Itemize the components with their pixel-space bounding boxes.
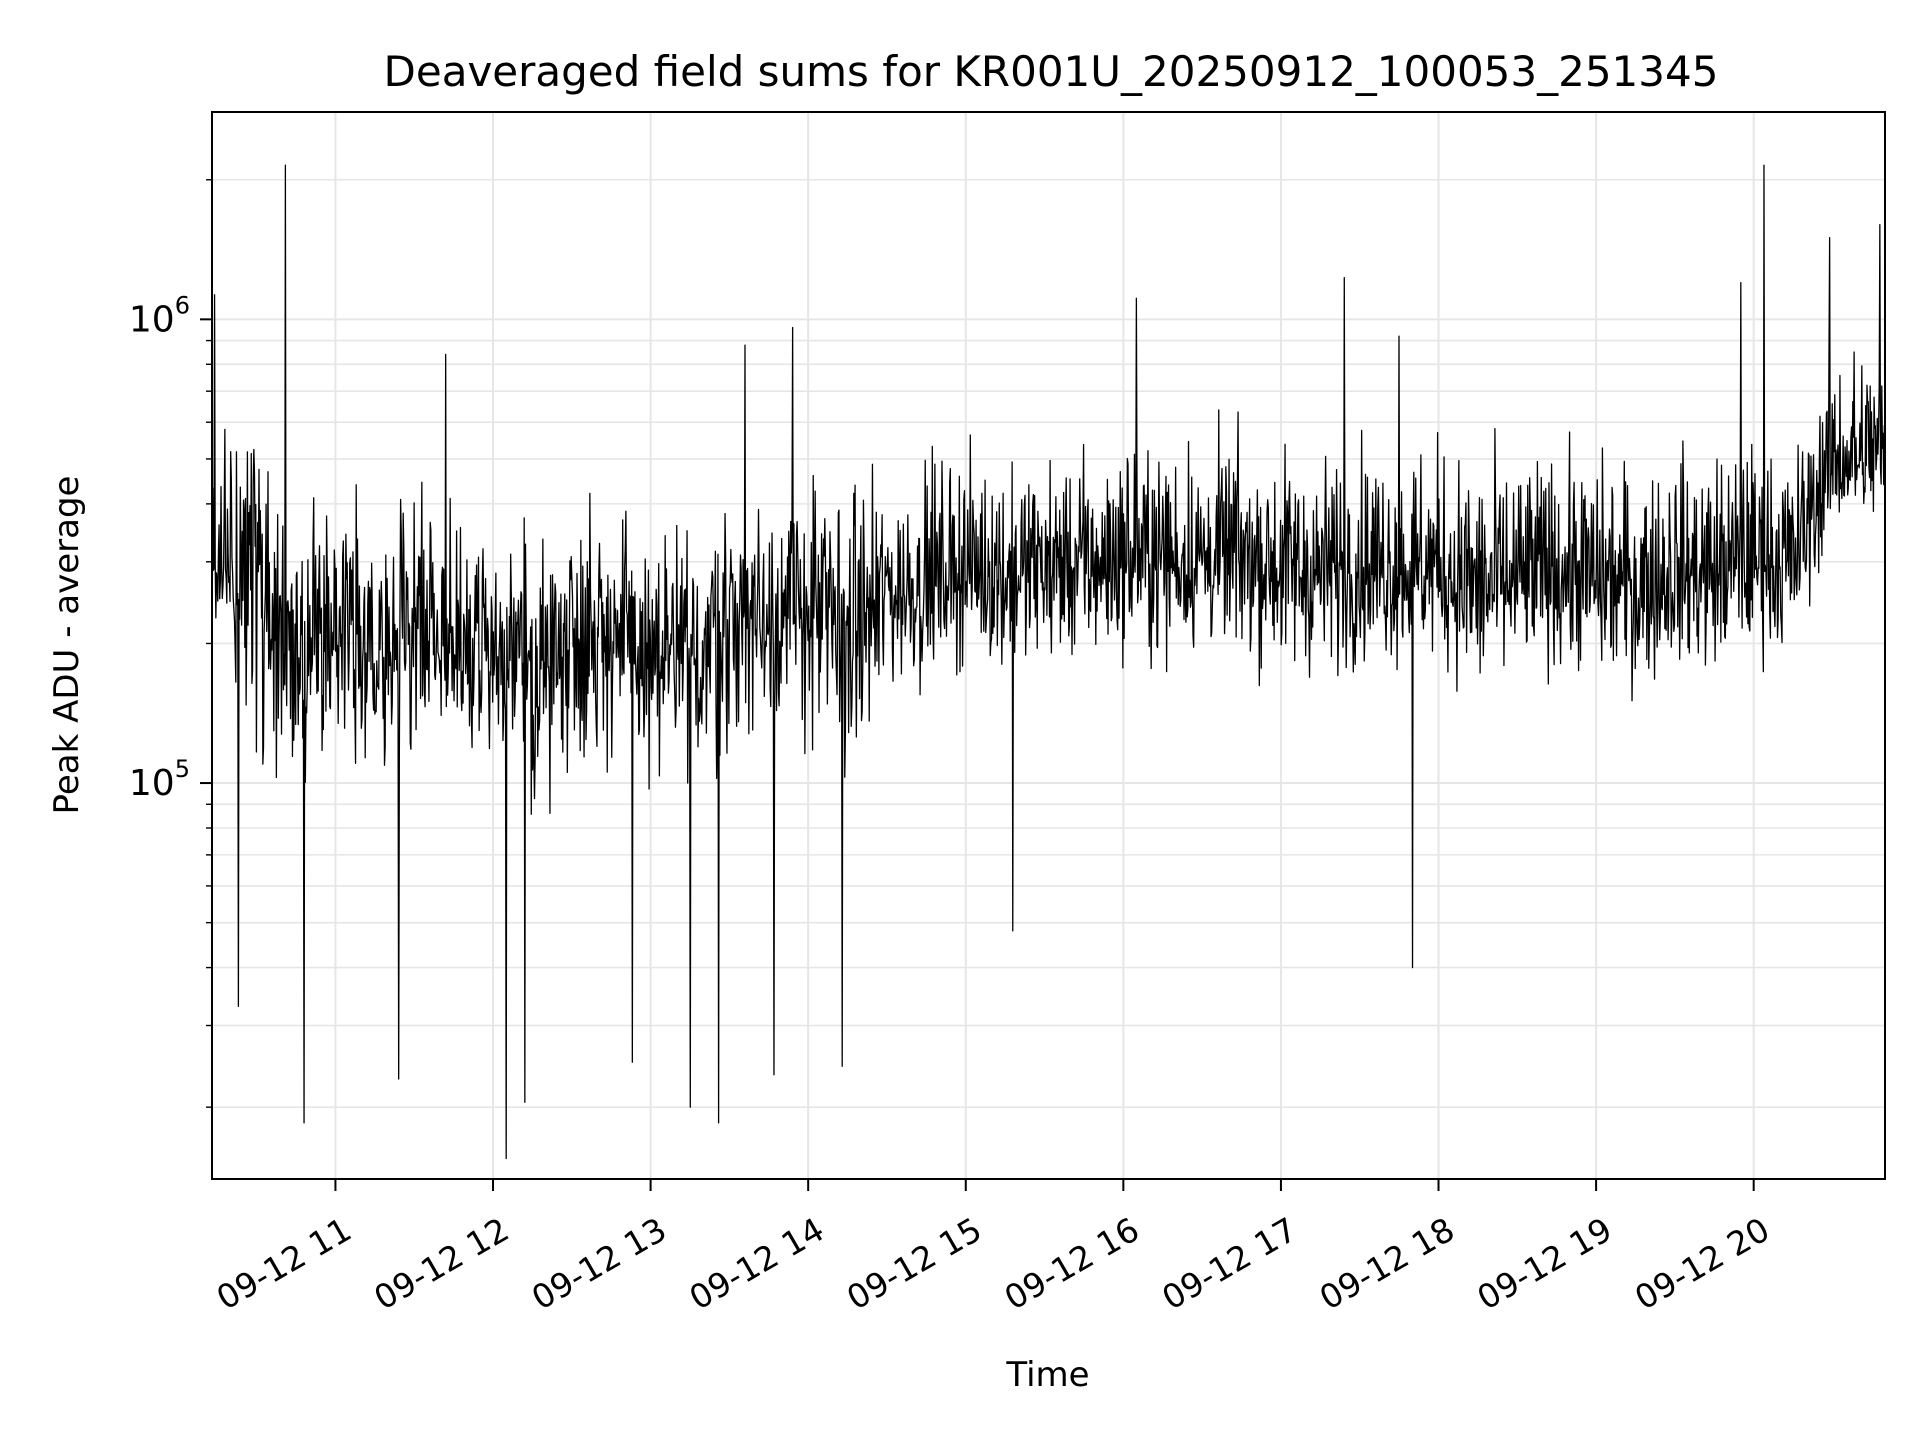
y-tick-base: 10 xyxy=(129,299,175,340)
series-line xyxy=(211,164,1886,1160)
y-axis-label: Peak ADU - average xyxy=(47,476,87,815)
y-tick-base: 10 xyxy=(129,763,175,804)
y-tick-exponent: 5 xyxy=(175,755,190,783)
y-tick-label: 105 xyxy=(129,755,190,804)
chart-title: Deaveraged field sums for KR001U_2025091… xyxy=(384,47,1719,96)
y-tick-label: 106 xyxy=(129,291,190,340)
plot-area-frame xyxy=(211,111,1886,1180)
x-axis-label: Time xyxy=(1005,1355,1089,1395)
y-tick-exponent: 6 xyxy=(175,291,190,319)
data-series xyxy=(211,164,1886,1160)
